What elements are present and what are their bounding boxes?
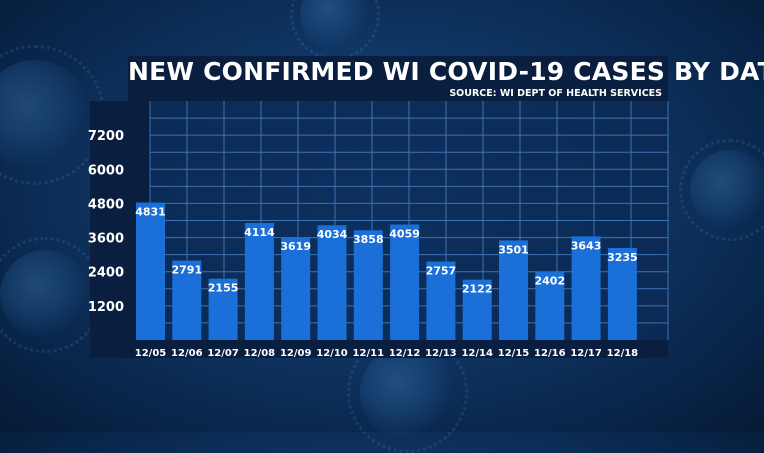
bar-value-label: 2402 [534,275,565,288]
y-tick-label: 6000 [88,163,124,178]
bar [426,261,456,340]
bar-value-label: 3235 [607,251,638,264]
virus-background-image [0,237,103,353]
bar-value-label: 4034 [317,228,348,241]
x-axis-panel [130,340,668,358]
bar-value-label: 2757 [426,265,457,278]
bar [390,224,420,340]
x-tick-label: 12/08 [244,348,276,359]
bar [317,225,347,340]
x-tick-label: 12/10 [316,348,348,359]
chart-subtitle: SOURCE: WI DEPT OF HEALTH SERVICES [128,87,668,101]
y-tick-label: 2400 [88,266,124,281]
bar [281,237,311,340]
bar [607,247,637,340]
bar [462,279,492,340]
bar [535,271,565,340]
bar [136,202,165,340]
x-tick-label: 12/18 [607,348,639,359]
x-tick-label: 12/06 [171,348,203,359]
y-tick-label: 7200 [88,129,124,144]
virus-background-image [678,138,764,242]
chart-title: NEW CONFIRMED WI COVID-19 CASES BY DATE [128,56,764,87]
x-tick-label: 12/14 [461,348,493,359]
bar-value-label: 2122 [462,283,493,296]
x-tick-label: 12/17 [570,348,602,359]
y-tick-label: 4800 [88,197,124,212]
y-tick-label: 1200 [88,300,124,315]
bar-value-label: 4059 [389,228,420,241]
bar-value-label: 4114 [244,226,275,239]
x-tick-label: 12/11 [353,348,385,359]
bar-value-label: 2791 [171,264,202,277]
bar [571,236,601,340]
bar-value-label: 3643 [571,239,602,252]
bar [353,230,383,340]
x-tick-label: 12/09 [280,348,312,359]
x-tick-label: 12/07 [207,348,239,359]
x-tick-label: 12/16 [534,348,566,359]
x-tick-label: 12/12 [389,348,421,359]
x-tick-label: 12/05 [135,348,167,359]
bar-value-label: 3858 [353,233,384,246]
x-tick-label: 12/15 [498,348,530,359]
bar [499,240,528,340]
bar [208,278,238,340]
bar-value-label: 3619 [280,240,311,253]
bar [244,222,274,340]
bar-chart: 1200 2400 3600 4800 6000 7200 4831 12/05 2791 12/… [88,101,669,359]
x-tick-label: 12/13 [425,348,457,359]
bar-value-label: 4831 [135,206,166,219]
bar-value-label: 3501 [498,243,529,256]
bar-value-label: 2155 [208,282,239,295]
y-tick-label: 3600 [88,232,124,247]
bar [172,260,202,340]
